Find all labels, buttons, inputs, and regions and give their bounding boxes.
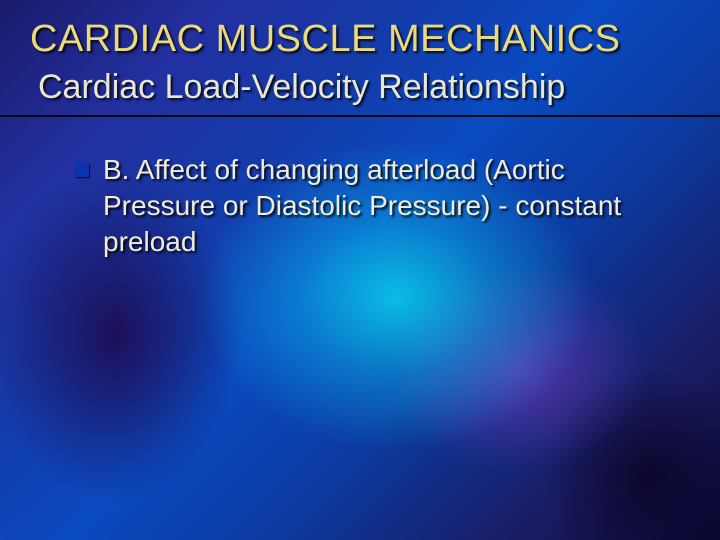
square-bullet-icon (75, 163, 89, 177)
slide-title: CARDIAC MUSCLE MECHANICS (30, 18, 621, 61)
slide-subtitle: Cardiac Load-Velocity Relationship (38, 68, 565, 107)
bullet-text: B. Affect of changing afterload (Aortic … (103, 152, 680, 259)
body-area: B. Affect of changing afterload (Aortic … (75, 152, 680, 259)
slide: CARDIAC MUSCLE MECHANICS Cardiac Load-Ve… (0, 0, 720, 540)
title-underline (0, 115, 720, 117)
